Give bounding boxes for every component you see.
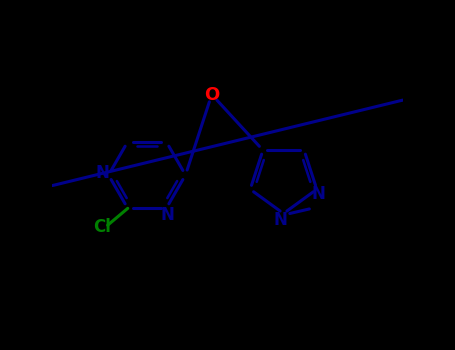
Text: Cl: Cl [93, 218, 111, 236]
Text: N: N [311, 185, 325, 203]
Text: N: N [161, 206, 175, 224]
Text: N: N [274, 211, 288, 229]
Text: O: O [204, 85, 219, 104]
Text: N: N [96, 164, 110, 182]
